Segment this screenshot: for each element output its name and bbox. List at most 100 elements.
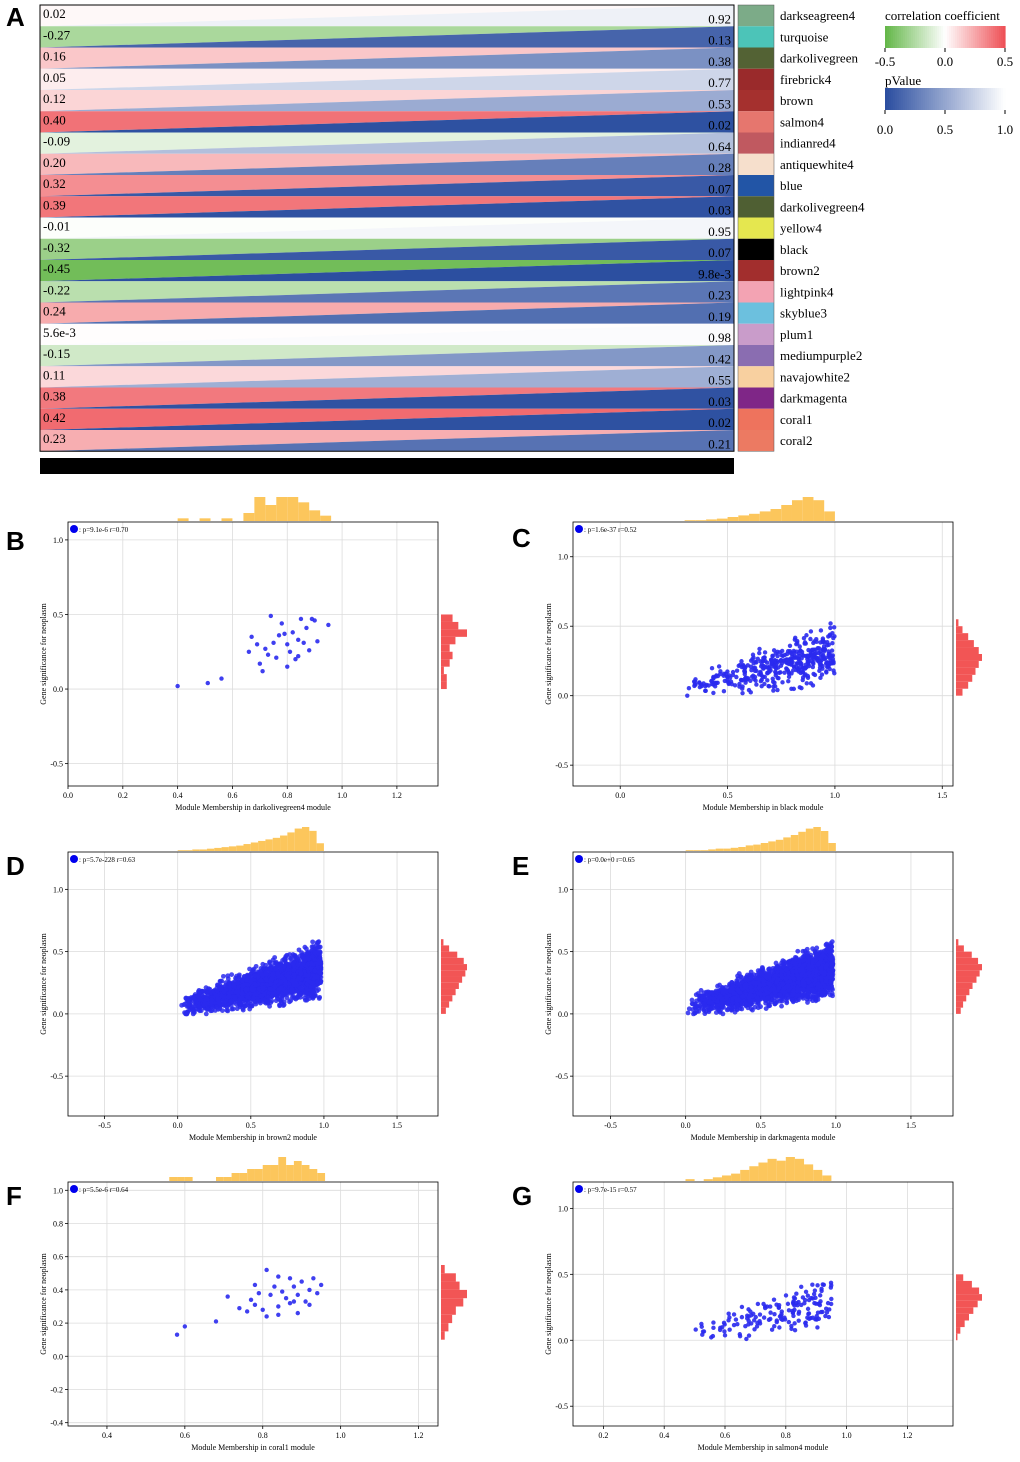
- module-name: turquoise: [780, 29, 829, 44]
- top-histogram-bar: [791, 500, 803, 521]
- top-histogram-bar: [221, 847, 229, 851]
- scatter-point: [818, 628, 824, 633]
- corr-legend-cell: [989, 26, 992, 48]
- module-swatch: [738, 26, 774, 48]
- corr-legend-cell: [957, 26, 960, 48]
- scatter-point: [771, 648, 777, 653]
- scatter-point: [316, 996, 322, 1001]
- pvalue-legend-cell: [919, 88, 922, 110]
- scatter-point: [725, 1000, 731, 1006]
- scatter-point: [181, 1002, 187, 1008]
- scatter-point: [828, 625, 833, 631]
- corr-legend-cell: [941, 26, 944, 48]
- scatter-point: [258, 977, 264, 983]
- pvalue-legend-cell: [917, 88, 920, 110]
- scatter-point: [236, 972, 242, 978]
- scatter-point: [712, 684, 718, 689]
- top-histogram-bar: [184, 850, 193, 851]
- corr-legend-cell: [905, 26, 908, 48]
- scatter-point: [802, 666, 808, 671]
- module-name: lightpink4: [780, 284, 834, 299]
- pvalue-label: 0.02: [708, 415, 731, 430]
- right-histogram-bar: [441, 995, 453, 1002]
- scatter-point: [743, 1001, 749, 1007]
- corr-legend-cell: [893, 26, 896, 48]
- right-histogram: [956, 619, 982, 696]
- pvalue-legend-cell: [981, 88, 984, 110]
- right-histogram-bar: [441, 674, 447, 682]
- scatter-point: [827, 655, 832, 661]
- pvalue-legend-cell: [959, 88, 962, 110]
- scatter-point: [196, 990, 202, 995]
- corr-legend-cell: [923, 26, 926, 48]
- scatter-point: [785, 649, 791, 654]
- pvalue-legend-cell: [957, 88, 960, 110]
- pvalue-legend-cell: [963, 88, 966, 110]
- x-tick-label: 0.0: [615, 791, 625, 800]
- y-tick-label: 1.0: [53, 536, 63, 545]
- pvalue-legend-cell: [923, 88, 926, 110]
- scatter-point: [702, 1011, 708, 1017]
- heatmap-row: 0.12 0.53 brown: [40, 90, 814, 112]
- plot-frame: [67, 851, 439, 1117]
- right-histogram-bar: [441, 614, 453, 622]
- scatter-point: [805, 660, 811, 665]
- top-histogram-bar: [258, 840, 266, 851]
- scatter-point: [782, 670, 787, 675]
- scatter-point: [268, 986, 273, 992]
- pvalue-label: 0.98: [708, 330, 731, 345]
- module-swatch: [738, 47, 774, 69]
- scatter-point: [800, 652, 805, 658]
- corr-legend-cell: [1003, 26, 1006, 48]
- scatter-point: [267, 1003, 272, 1009]
- scatter-point: [296, 637, 301, 643]
- y-axis-label: Gene significance for neoplasm: [544, 932, 553, 1034]
- x-tick-label: 0.5: [723, 791, 733, 800]
- scatter-point: [296, 654, 301, 659]
- pvalue-legend-cell: [997, 88, 1000, 110]
- x-tick-label: 1.5: [937, 791, 947, 800]
- scatter-point: [721, 689, 727, 694]
- corr-legend-cell: [939, 26, 942, 48]
- module-swatch: [738, 68, 774, 90]
- pvalue-legend-cell: [999, 88, 1002, 110]
- top-histogram-bar: [320, 515, 332, 521]
- corr-legend-cell: [977, 26, 980, 48]
- corr-value-label: 0.20: [43, 155, 66, 170]
- panel-label-a: A: [6, 2, 25, 32]
- x-axis-label: Module Membership in brown2 module: [189, 1133, 317, 1142]
- scatter-point: [263, 976, 269, 982]
- corr-legend-cell: [903, 26, 906, 48]
- module-swatch: [738, 132, 774, 154]
- module-name: coral2: [780, 433, 812, 448]
- right-histogram-bar: [956, 681, 969, 689]
- scatter-point: [796, 667, 802, 672]
- corr-legend-cell: [981, 26, 984, 48]
- corr-legend-cell: [917, 26, 920, 48]
- scatter-point: [282, 956, 287, 962]
- x-tick-label: 1.0: [337, 791, 347, 800]
- top-histogram-bar: [802, 497, 814, 521]
- scatter-point: [278, 963, 283, 969]
- pvalue-legend-cell: [979, 88, 982, 110]
- module-swatch: [738, 387, 774, 409]
- pvalue-label: 0.02: [708, 118, 731, 133]
- top-histogram-bar: [684, 520, 696, 521]
- pvalue-label: 0.07: [708, 245, 731, 260]
- scatter-point: [791, 686, 797, 692]
- pvalue-label: 0.03: [708, 203, 731, 218]
- corr-legend-cell: [997, 26, 1000, 48]
- scatter-point: [263, 646, 268, 651]
- pvalue-triangle: [40, 430, 734, 452]
- scatter-point: [685, 1010, 691, 1016]
- scatter-point: [257, 661, 263, 666]
- scatter-point: [800, 677, 805, 683]
- scatter-point: [685, 693, 690, 698]
- pvalue-legend-cell: [901, 88, 904, 110]
- pvalue-legend-cell: [929, 88, 932, 110]
- scatter-point: [278, 979, 284, 985]
- scatter-point: [739, 659, 744, 664]
- right-histogram-bar: [956, 626, 963, 634]
- top-histogram-bar: [199, 518, 211, 521]
- scatter-point: [254, 642, 260, 647]
